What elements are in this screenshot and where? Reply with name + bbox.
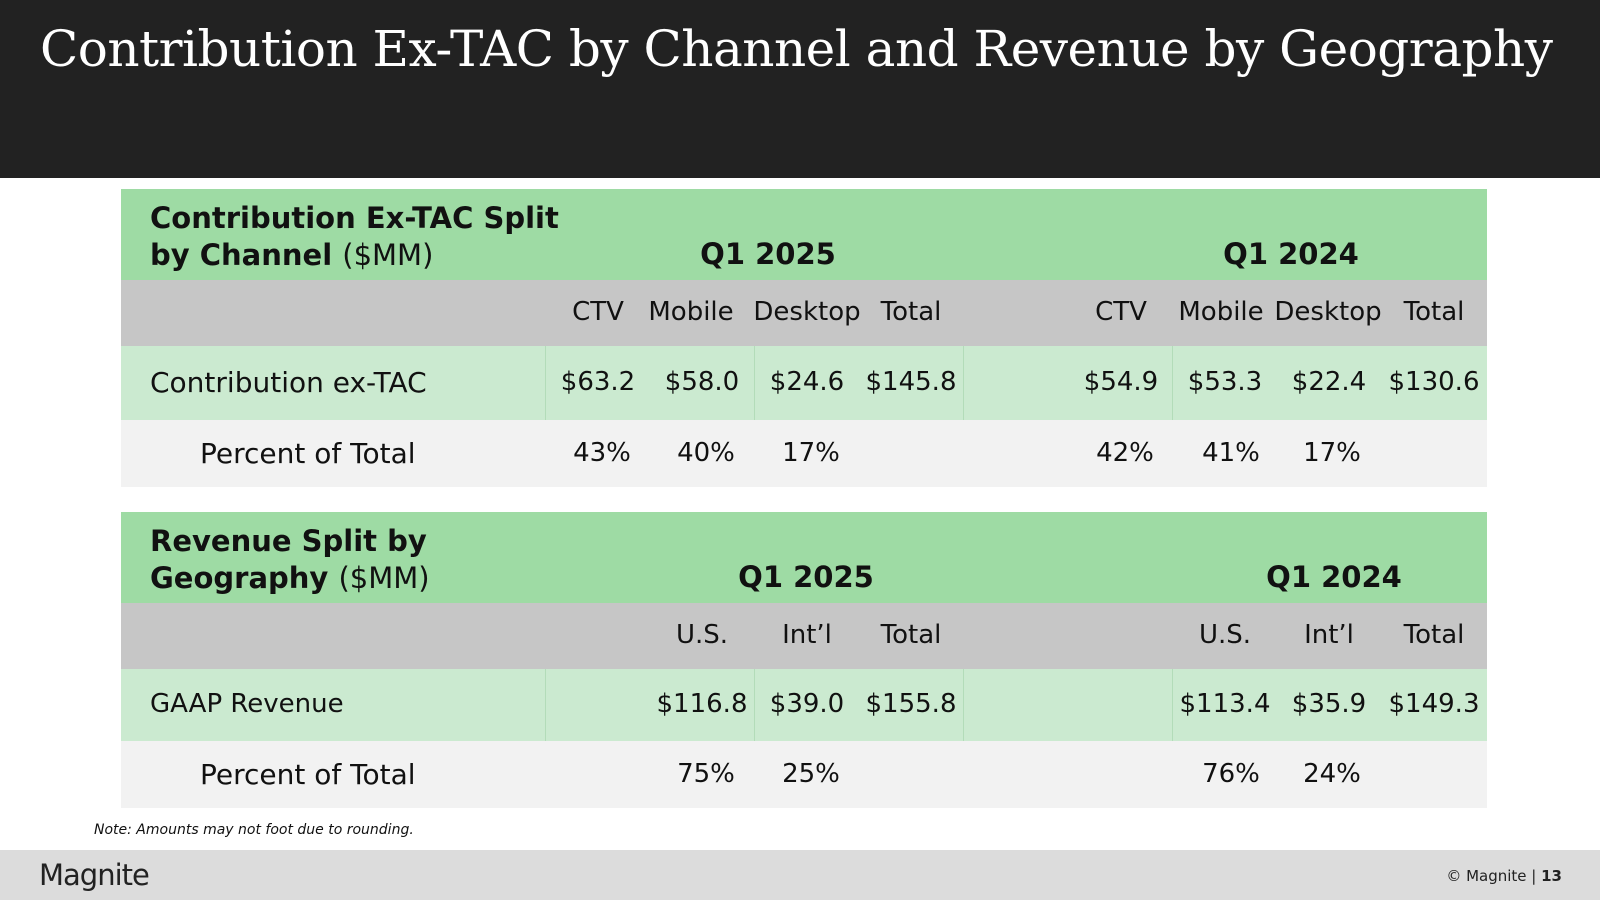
- column-divider: [963, 669, 964, 741]
- table-cell: $39.0: [769, 689, 845, 719]
- page-title: Contribution Ex-TAC by Channel and Reven…: [40, 20, 1553, 78]
- geo-table: Revenue Split by Geography ($MM) Q1 2025…: [121, 512, 1487, 810]
- row-label: GAAP Revenue: [150, 689, 344, 719]
- table-title-line2: Geography: [150, 561, 329, 595]
- table-cell: 76%: [1202, 759, 1260, 789]
- column-header: Total: [1403, 620, 1465, 650]
- table-cell: $63.2: [560, 367, 636, 397]
- column-divider: [1172, 346, 1173, 420]
- column-divider: [545, 669, 546, 741]
- table-cell: $54.9: [1083, 367, 1159, 397]
- page-number: 13: [1541, 867, 1562, 885]
- table-cell: $130.6: [1388, 367, 1480, 397]
- column-divider: [754, 346, 755, 420]
- table-title-unit: ($MM): [338, 561, 430, 595]
- row-label: Contribution ex-TAC: [150, 366, 427, 399]
- table-cell: 17%: [1303, 438, 1361, 468]
- table-row: GAAP Revenue $116.8 $39.0 $155.8 $113.4 …: [121, 669, 1487, 741]
- table-row: Percent of Total 75% 25% 76% 24%: [121, 741, 1487, 808]
- table-title: Contribution Ex-TAC Split by Channel ($M…: [150, 200, 559, 274]
- column-divider: [754, 669, 755, 741]
- table-row: Percent of Total 43% 40% 17% 42% 41% 17%: [121, 420, 1487, 487]
- table-cell: 75%: [677, 759, 735, 789]
- header-band: [0, 0, 1600, 178]
- period-header-prior: Q1 2024: [1266, 560, 1402, 594]
- table-cell: $22.4: [1291, 367, 1367, 397]
- copyright-text: © Magnite |: [1446, 867, 1542, 885]
- column-header: Total: [880, 297, 942, 327]
- table-cell: 25%: [782, 759, 840, 789]
- row-label: Percent of Total: [200, 758, 416, 791]
- table-cell: $116.8: [656, 689, 748, 719]
- table-cell: 17%: [782, 438, 840, 468]
- table-cell: $35.9: [1291, 689, 1367, 719]
- column-header-row: U.S. Int’l Total U.S. Int’l Total: [121, 603, 1487, 669]
- channel-table: Contribution Ex-TAC Split by Channel ($M…: [121, 189, 1487, 487]
- table-title-row: Contribution Ex-TAC Split by Channel ($M…: [121, 189, 1487, 280]
- column-header: Int’l: [782, 620, 832, 650]
- column-header: Desktop: [1274, 297, 1382, 327]
- table-cell: 40%: [677, 438, 735, 468]
- copyright: © Magnite | 13: [1446, 867, 1562, 885]
- table-cell: $149.3: [1388, 689, 1480, 719]
- period-header-prior: Q1 2024: [1223, 237, 1359, 271]
- table-title-unit: ($MM): [342, 238, 434, 272]
- footnote: Note: Amounts may not foot due to roundi…: [94, 822, 414, 838]
- column-header: U.S.: [1198, 620, 1252, 650]
- table-cell: 42%: [1096, 438, 1154, 468]
- column-header: U.S.: [675, 620, 729, 650]
- magnite-logo: Magnite: [39, 858, 150, 892]
- table-cell: $24.6: [769, 367, 845, 397]
- column-header: CTV: [1095, 297, 1147, 327]
- table-row: Contribution ex-TAC $63.2 $58.0 $24.6 $1…: [121, 346, 1487, 420]
- table-title-line1: Revenue Split by: [150, 524, 427, 558]
- table-cell: 43%: [573, 438, 631, 468]
- table-title-row: Revenue Split by Geography ($MM) Q1 2025…: [121, 512, 1487, 603]
- table-cell: 41%: [1202, 438, 1260, 468]
- table-title: Revenue Split by Geography ($MM): [150, 523, 430, 597]
- table-cell: $53.3: [1187, 367, 1263, 397]
- table-cell: $145.8: [865, 367, 957, 397]
- column-header: CTV: [572, 297, 624, 327]
- column-header-row: CTV Mobile Desktop Total CTV Mobile Desk…: [121, 280, 1487, 346]
- column-header: Int’l: [1304, 620, 1354, 650]
- table-title-line2: by Channel: [150, 238, 333, 272]
- table-title-line1: Contribution Ex-TAC Split: [150, 201, 559, 235]
- column-divider: [963, 346, 964, 420]
- column-header: Desktop: [753, 297, 861, 327]
- table-cell: $58.0: [664, 367, 740, 397]
- footer-bar: [0, 850, 1600, 900]
- column-divider: [545, 346, 546, 420]
- column-header: Total: [1403, 297, 1465, 327]
- column-header: Mobile: [1178, 297, 1264, 327]
- table-cell: $113.4: [1179, 689, 1271, 719]
- column-divider: [1172, 669, 1173, 741]
- column-header: Mobile: [648, 297, 734, 327]
- period-header-current: Q1 2025: [700, 237, 836, 271]
- column-header: Total: [880, 620, 942, 650]
- row-label: Percent of Total: [200, 437, 416, 470]
- table-cell: 24%: [1303, 759, 1361, 789]
- period-header-current: Q1 2025: [738, 560, 874, 594]
- table-cell: $155.8: [865, 689, 957, 719]
